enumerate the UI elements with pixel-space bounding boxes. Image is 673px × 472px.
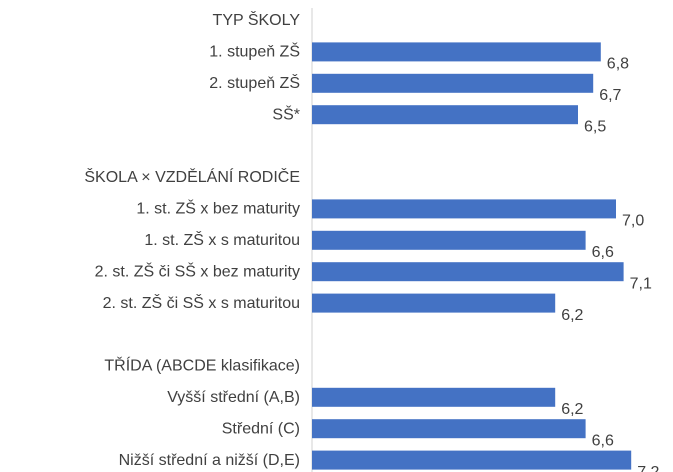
category-label: Vyšší střední (A,B) (167, 389, 300, 406)
category-label: 2. stupeň ZŠ (209, 73, 300, 92)
value-label: 7,0 (622, 213, 644, 230)
group-header: TYP ŠKOLY (213, 10, 301, 29)
category-label: Střední (C) (222, 420, 300, 437)
bar (312, 199, 616, 219)
value-label: 6,6 (592, 432, 614, 449)
bar (312, 73, 594, 93)
category-label: 1. st. ZŠ x bez maturity (136, 199, 300, 218)
bar (312, 230, 586, 250)
bar (312, 293, 556, 313)
category-label: SŠ* (272, 104, 300, 123)
bar (312, 450, 632, 470)
value-label: 7,2 (637, 464, 659, 472)
bar (312, 262, 624, 282)
bar (312, 105, 578, 125)
bar (312, 419, 586, 439)
bar (312, 387, 556, 407)
bar (312, 42, 601, 62)
category-label: 1. stupeň ZŠ (209, 42, 300, 61)
category-label: 2. st. ZŠ či SŠ x bez maturity (95, 261, 300, 280)
category-label: 2. st. ZŠ či SŠ x s maturitou (103, 293, 300, 312)
value-label: 6,5 (584, 118, 606, 135)
value-label: 6,2 (561, 401, 583, 418)
value-label: 6,7 (599, 87, 621, 104)
value-label: 7,1 (630, 275, 652, 292)
group-header: ŠKOLA × VZDĚLÁNÍ RODIČE (84, 167, 300, 186)
value-label: 6,6 (592, 244, 614, 261)
category-label: Nižší střední a nižší (D,E) (119, 452, 300, 469)
group-header: TŘÍDA (ABCDE klasifikace) (104, 356, 300, 375)
value-label: 6,2 (561, 307, 583, 324)
value-label: 6,8 (607, 56, 629, 73)
category-label: 1. st. ZŠ x s maturitou (144, 230, 300, 249)
